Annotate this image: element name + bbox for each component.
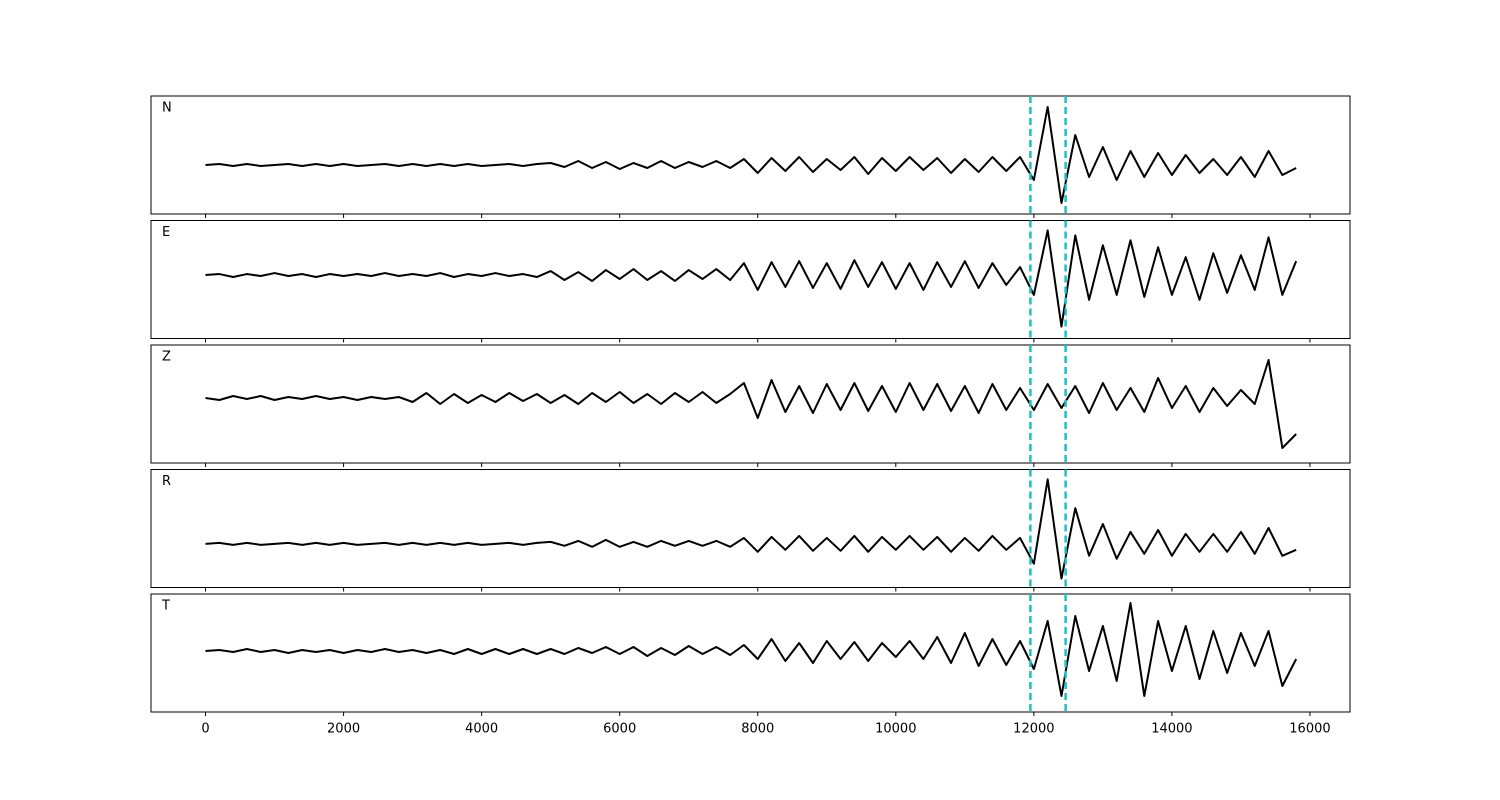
panel-frame (150, 220, 1351, 339)
panel-frame (150, 469, 1351, 588)
x-tick-label: 4000 (465, 722, 498, 737)
trace (205, 229, 1298, 328)
panel-label: E (162, 225, 170, 240)
trace (205, 359, 1297, 449)
panel-label: N (162, 101, 172, 116)
panel-label: R (162, 474, 171, 489)
trace (205, 106, 1297, 204)
panel-label: T (161, 599, 170, 614)
panel-frame (150, 344, 1351, 464)
x-tick-label: 10000 (875, 722, 916, 737)
panel-label: Z (162, 350, 171, 365)
panel-frame (150, 95, 1351, 215)
x-tick-label: 14000 (1151, 722, 1192, 737)
x-tick-label: 16000 (1289, 722, 1330, 737)
trace (205, 602, 1298, 697)
x-tick-label: 8000 (741, 722, 774, 737)
x-tick-label: 12000 (1013, 722, 1054, 737)
x-tick-label: 6000 (603, 722, 636, 737)
x-tick-label: 2000 (327, 722, 360, 737)
trace (205, 478, 1297, 580)
x-tick-label: 0 (201, 722, 209, 737)
panel-frame (150, 593, 1351, 713)
